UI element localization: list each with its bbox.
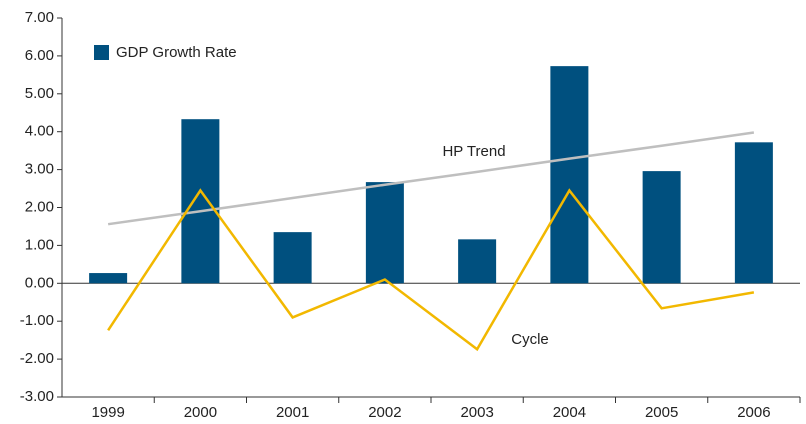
x-tick-label: 2005 [645, 404, 678, 421]
bar [365, 182, 404, 284]
bar [89, 273, 128, 284]
y-tick-label: 0.00 [25, 274, 54, 291]
y-tick-label: 2.00 [25, 198, 54, 215]
y-tick-label: 1.00 [25, 236, 54, 253]
bar [273, 232, 312, 284]
bar [458, 239, 497, 284]
y-tick-label: 6.00 [25, 47, 54, 64]
x-tick-label: 2004 [553, 404, 586, 421]
legend-label: GDP Growth Rate [116, 44, 237, 61]
x-tick-label: 2006 [737, 404, 770, 421]
y-tick-label: -3.00 [20, 388, 54, 405]
x-tick-label: 1999 [91, 404, 124, 421]
x-tick-label: 2002 [368, 404, 401, 421]
line-label: HP Trend [442, 143, 505, 160]
x-tick-label: 2000 [184, 404, 217, 421]
bar [734, 142, 773, 284]
line [107, 131, 755, 226]
y-tick-label: -2.00 [20, 350, 54, 367]
y-tick-label: -1.00 [20, 312, 54, 329]
y-tick-label: 5.00 [25, 85, 54, 102]
bar [181, 119, 220, 284]
y-tick-label: 4.00 [25, 123, 54, 140]
x-tick-label: 2001 [276, 404, 309, 421]
legend-swatch [94, 45, 109, 60]
line-label: Cycle [511, 331, 549, 348]
y-tick-label: 7.00 [25, 9, 54, 26]
y-tick-label: 3.00 [25, 161, 54, 178]
bar [642, 171, 681, 284]
bar [550, 66, 589, 284]
x-tick-label: 2003 [460, 404, 493, 421]
line [107, 188, 755, 352]
